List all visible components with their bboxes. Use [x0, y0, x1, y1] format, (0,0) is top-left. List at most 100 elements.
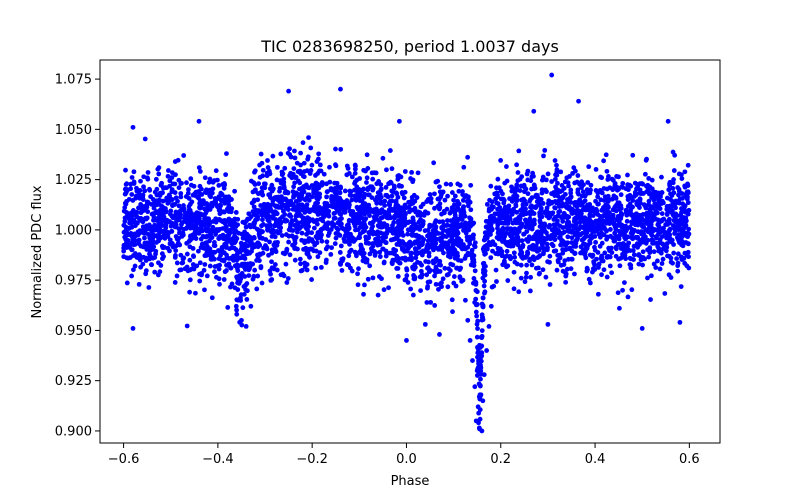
data-point	[231, 245, 237, 251]
data-point	[266, 168, 272, 174]
data-point	[281, 176, 287, 182]
data-point	[659, 234, 665, 239]
data-point	[628, 230, 634, 236]
data-point	[134, 220, 140, 226]
data-point	[137, 257, 143, 263]
data-point	[474, 368, 480, 374]
data-point	[394, 236, 400, 241]
data-point	[390, 189, 396, 194]
data-point	[377, 254, 383, 259]
data-point	[612, 224, 618, 230]
data-point	[377, 219, 382, 225]
data-point	[496, 185, 502, 191]
data-point	[673, 211, 679, 217]
data-point	[165, 168, 171, 173]
data-point	[314, 193, 320, 199]
data-point	[472, 268, 478, 274]
data-point	[515, 178, 521, 184]
data-point	[467, 338, 473, 343]
data-point	[260, 167, 266, 173]
data-point	[344, 223, 350, 228]
data-point	[361, 167, 367, 173]
data-point	[357, 249, 362, 255]
data-point	[465, 251, 471, 257]
data-point	[470, 232, 476, 238]
data-point	[583, 221, 589, 226]
data-point	[648, 222, 654, 228]
data-point	[245, 216, 251, 222]
data-point	[514, 162, 520, 168]
data-point	[154, 202, 159, 208]
data-point	[197, 260, 203, 266]
data-point	[155, 166, 161, 172]
data-point	[652, 201, 658, 207]
data-point	[134, 210, 140, 216]
data-point	[287, 146, 292, 152]
data-point	[547, 282, 553, 287]
data-point	[387, 202, 393, 208]
data-point	[158, 263, 164, 268]
data-point	[441, 210, 447, 216]
data-point	[328, 252, 334, 257]
data-point	[580, 189, 586, 195]
data-point	[144, 223, 149, 229]
data-point	[177, 230, 182, 236]
data-point	[601, 267, 607, 273]
data-point	[450, 222, 456, 228]
data-point	[410, 228, 416, 234]
data-point	[302, 206, 308, 212]
data-point	[447, 210, 453, 216]
data-point	[486, 224, 492, 230]
data-point	[402, 169, 408, 174]
data-point	[275, 197, 281, 203]
data-point	[574, 229, 580, 235]
data-point	[473, 309, 479, 315]
data-point	[349, 174, 355, 180]
data-point	[169, 229, 175, 234]
data-point	[375, 242, 381, 248]
data-point	[378, 223, 383, 229]
data-point	[344, 163, 350, 169]
data-point	[552, 224, 558, 229]
data-point	[603, 152, 609, 158]
data-point	[301, 160, 307, 166]
data-point	[432, 273, 437, 279]
data-point	[250, 209, 256, 214]
data-point	[321, 171, 327, 177]
data-point	[137, 192, 142, 198]
data-point	[518, 262, 524, 268]
data-point	[589, 221, 594, 227]
data-point	[610, 177, 616, 183]
data-point	[559, 188, 565, 194]
data-point	[416, 233, 422, 239]
data-point	[354, 253, 359, 259]
data-point	[474, 373, 480, 378]
data-point	[680, 201, 686, 207]
data-point	[478, 392, 484, 398]
data-point	[260, 173, 266, 179]
data-point	[569, 210, 575, 216]
data-point	[128, 186, 134, 192]
data-point	[564, 266, 570, 272]
data-point	[197, 278, 203, 284]
data-point	[409, 207, 414, 213]
data-point	[324, 189, 330, 195]
data-point	[339, 268, 345, 273]
data-point	[197, 168, 203, 174]
data-point	[282, 165, 288, 171]
data-point	[678, 212, 684, 218]
data-point	[554, 172, 560, 178]
data-point	[539, 187, 545, 193]
data-point	[352, 187, 357, 193]
data-point	[547, 222, 553, 228]
data-point	[679, 232, 684, 238]
data-point	[315, 230, 321, 236]
data-points	[121, 72, 692, 434]
data-point	[544, 189, 549, 195]
data-point	[205, 233, 210, 239]
x-tick-label: −0.4	[202, 452, 234, 467]
data-point	[403, 257, 408, 263]
data-point	[677, 319, 683, 325]
data-point	[306, 236, 312, 241]
data-point	[374, 181, 380, 187]
